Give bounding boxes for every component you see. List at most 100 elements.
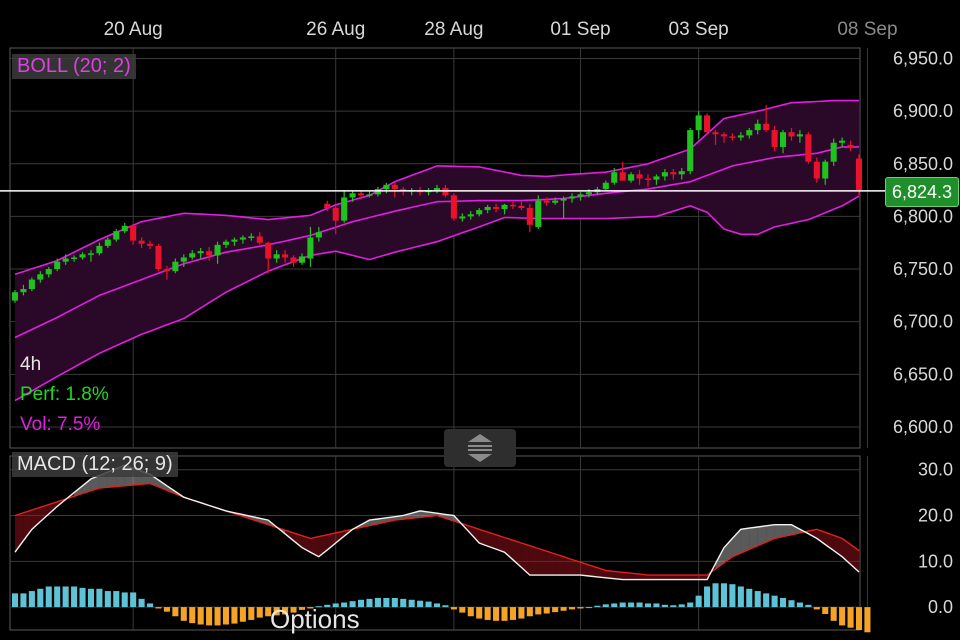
macd-histogram-bar	[121, 592, 128, 608]
macd-histogram-bar	[720, 583, 727, 608]
macd-histogram-bar	[315, 606, 322, 608]
macd-signal-gap	[504, 537, 513, 560]
macd-signal-gap	[850, 544, 859, 572]
macd-histogram-bar	[780, 597, 787, 608]
macd-histogram-bar	[602, 604, 609, 608]
macd-histogram-bar	[467, 607, 474, 617]
macd-signal-gap	[816, 529, 826, 545]
candle-body	[172, 261, 179, 272]
candle-body	[147, 243, 154, 246]
candle-body	[45, 269, 52, 275]
macd-histogram-bar	[231, 607, 238, 624]
macd-histogram-bar	[493, 607, 500, 621]
macd-histogram-bar	[189, 607, 196, 624]
candle-body	[231, 239, 238, 242]
macd-histogram-bar	[400, 598, 407, 608]
candle-body	[11, 292, 19, 301]
macd-histogram-bar	[459, 607, 466, 613]
macd-histogram-bar	[687, 602, 694, 608]
candle-body	[585, 192, 592, 195]
macd-signal-gap	[293, 532, 302, 548]
candle-body	[442, 188, 449, 196]
macd-histogram-bar	[391, 597, 398, 608]
candle-body	[796, 134, 803, 137]
candle-body	[315, 232, 322, 238]
macd-tick-label: 20.0	[918, 506, 953, 526]
current-price-badge: 6,824.3	[885, 177, 959, 207]
macd-histogram-bar	[383, 597, 390, 608]
candle-body	[459, 216, 466, 219]
candle-body	[737, 135, 744, 138]
macd-histogram-bar	[476, 607, 483, 619]
candle-body	[273, 254, 280, 259]
macd-histogram-bar	[163, 607, 170, 612]
candle-body	[138, 240, 145, 244]
macd-signal-gap	[588, 564, 598, 577]
macd-histogram-bar	[552, 607, 559, 613]
candle-body	[543, 200, 550, 203]
boll-lower-line	[14, 195, 860, 402]
macd-signal-gap	[690, 575, 699, 580]
macd-signal-gap	[23, 510, 32, 541]
macd-histogram-bar	[830, 607, 837, 621]
candle-body	[526, 208, 533, 225]
macd-histogram-bar	[197, 607, 204, 625]
candle-body	[28, 279, 35, 290]
price-tick-label: 6,950.0	[893, 49, 953, 69]
candle-body	[636, 174, 643, 179]
macd-histogram-bar	[847, 607, 854, 628]
macd-histogram-bar	[79, 587, 86, 608]
macd-signal-gap	[673, 575, 682, 580]
candle-body	[644, 178, 652, 181]
candle-body	[729, 136, 736, 138]
macd-histogram-bar	[71, 586, 78, 608]
candlesticks	[11, 104, 863, 303]
candle-body	[822, 161, 829, 179]
candle-body	[720, 134, 727, 137]
candle-body	[96, 245, 103, 254]
macd-histogram-bar	[813, 607, 820, 610]
candle-body	[62, 258, 69, 262]
candle-body	[79, 254, 86, 258]
candle-body	[324, 203, 331, 208]
macd-signal-gap	[681, 575, 691, 580]
macd-histogram-bar	[704, 586, 711, 608]
candle-body	[476, 210, 483, 215]
macd-histogram-bar	[569, 607, 576, 610]
boll-band-fill	[15, 100, 859, 401]
options-button[interactable]: Options	[270, 604, 360, 634]
macd-indicator-label[interactable]: MACD (12; 26; 9)	[12, 452, 178, 477]
macd-histogram-bar	[678, 604, 685, 608]
price-tick-label: 6,650.0	[893, 364, 953, 384]
candle-body	[560, 198, 567, 201]
candle-body	[265, 242, 272, 259]
boll-indicator-label[interactable]: BOLL (20; 2)	[12, 54, 136, 79]
macd-signal-gap	[808, 529, 817, 539]
candle-body	[780, 132, 787, 147]
candle-body	[37, 274, 44, 280]
date-label: 01 Sep	[550, 19, 610, 40]
candle-body	[71, 257, 78, 259]
candle-body	[239, 237, 246, 240]
macd-signal-gap	[555, 553, 564, 576]
candle-body	[847, 144, 854, 147]
date-label: 26 Aug	[306, 19, 365, 40]
candle-body	[155, 245, 162, 270]
candle-body	[712, 132, 719, 135]
macd-histogram-bar	[298, 607, 305, 610]
macd-histogram-bar	[611, 603, 618, 608]
bollinger-band	[14, 99, 860, 402]
macd-histogram-bar	[695, 595, 702, 608]
macd-histogram-bar	[433, 603, 441, 608]
candle-body	[754, 123, 761, 131]
macd-histogram-bar	[788, 600, 795, 608]
panel-resize-handle[interactable]	[444, 429, 516, 467]
macd-histogram-bar	[518, 607, 525, 619]
candle-body	[619, 172, 626, 181]
timeframe-label: 4h	[20, 354, 42, 375]
macd-signal-gap	[445, 514, 454, 522]
macd-signal-gap	[783, 524, 792, 537]
vol-label: Vol: 7.5%	[20, 414, 101, 435]
candle-body	[391, 184, 398, 190]
